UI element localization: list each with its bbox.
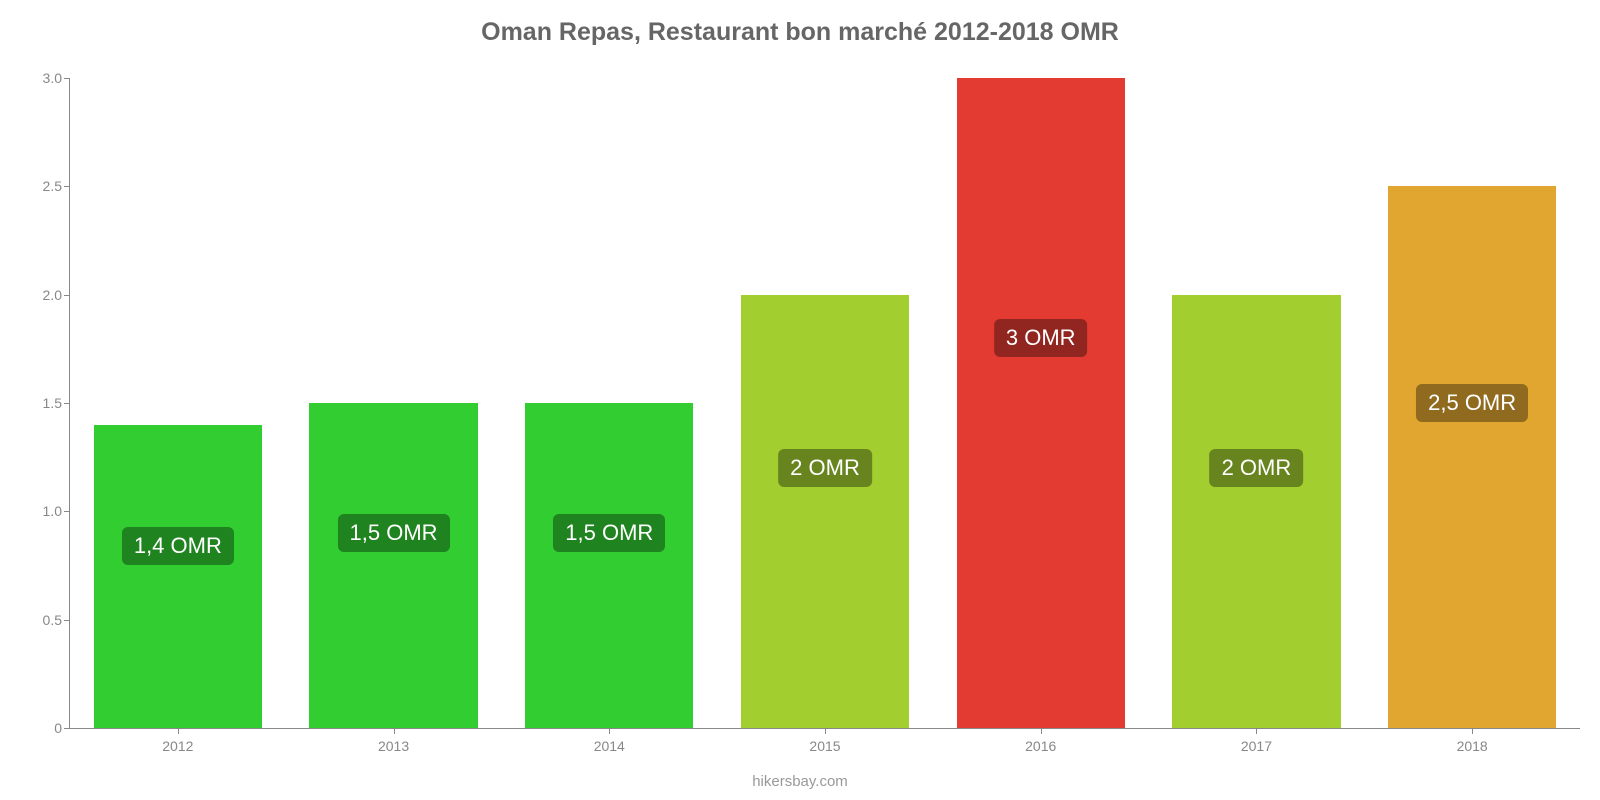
y-tick-mark (64, 728, 70, 729)
bar (957, 78, 1125, 728)
bar (1388, 186, 1556, 728)
bar-value-label: 1,4 OMR (122, 527, 234, 565)
x-tick-label: 2012 (162, 738, 193, 754)
plot-area: 1,4 OMR 1,5 OMR 1,5 OMR 2 OMR 3 OMR 2 OMR 2,5 … (70, 78, 1580, 728)
x-tick-label: 2016 (1025, 738, 1056, 754)
x-tick-label: 2014 (594, 738, 625, 754)
y-tick-mark (64, 78, 70, 79)
y-tick-label: 2.0 (12, 287, 62, 303)
x-tick-label: 2017 (1241, 738, 1272, 754)
y-tick-label: 1.0 (12, 503, 62, 519)
bar-value-label: 2 OMR (778, 449, 872, 487)
x-tick-label: 2015 (809, 738, 840, 754)
y-tick-label: 2.5 (12, 178, 62, 194)
y-tick-label: 1.5 (12, 395, 62, 411)
bar (309, 403, 477, 728)
y-tick-label: 0 (12, 720, 62, 736)
x-tick-mark (1256, 728, 1257, 734)
y-tick-mark (64, 620, 70, 621)
bar (525, 403, 693, 728)
x-tick-mark (394, 728, 395, 734)
chart-title: Oman Repas, Restaurant bon marché 2012-2… (0, 18, 1600, 47)
credit-text: hikersbay.com (0, 773, 1600, 790)
bar-value-label: 1,5 OMR (338, 514, 450, 552)
y-tick-mark (64, 511, 70, 512)
bar-value-label: 2 OMR (1210, 449, 1304, 487)
x-tick-mark (1472, 728, 1473, 734)
y-tick-label: 0.5 (12, 612, 62, 628)
x-tick-mark (1041, 728, 1042, 734)
x-tick-mark (825, 728, 826, 734)
x-tick-mark (178, 728, 179, 734)
y-tick-mark (64, 295, 70, 296)
bar-value-label: 3 OMR (994, 319, 1088, 357)
bar-value-label: 1,5 OMR (553, 514, 665, 552)
x-tick-label: 2013 (378, 738, 409, 754)
bar (1172, 295, 1340, 728)
y-tick-mark (64, 186, 70, 187)
x-tick-label: 2018 (1457, 738, 1488, 754)
y-tick-label: 3.0 (12, 70, 62, 86)
bar (741, 295, 909, 728)
bar (94, 425, 262, 728)
y-tick-mark (64, 403, 70, 404)
bar-chart: Oman Repas, Restaurant bon marché 2012-2… (0, 0, 1600, 800)
bar-value-label: 2,5 OMR (1416, 384, 1528, 422)
x-tick-mark (609, 728, 610, 734)
